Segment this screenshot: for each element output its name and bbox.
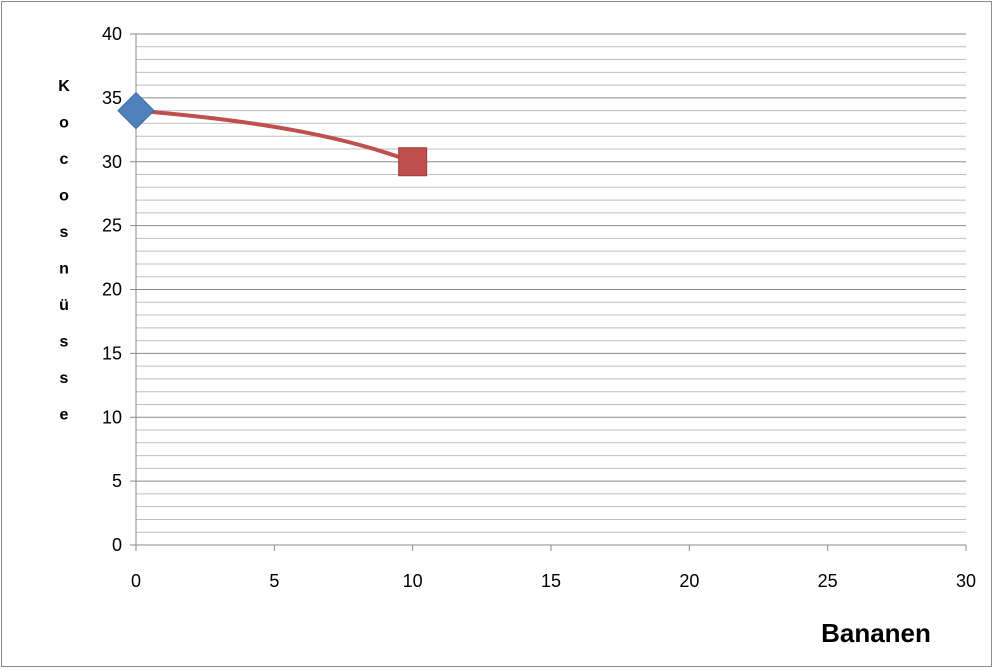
axes-layer — [135, 34, 966, 551]
y-tick-label: 20 — [102, 280, 122, 300]
grid-layer — [136, 33, 966, 533]
y-tick-label: 15 — [102, 343, 122, 363]
y-tick-label: 0 — [112, 535, 122, 555]
y-axis-label: Ko c o s n ü s s e — [58, 78, 70, 424]
y-tick-label: 30 — [102, 152, 122, 172]
y-axis-label-char: o — [59, 188, 69, 205]
x-tick-label: 15 — [541, 571, 561, 591]
x-tick-label: 5 — [269, 571, 279, 591]
x-tick-label: 0 — [131, 571, 141, 591]
y-axis-label-char: s — [60, 334, 69, 351]
y-tick-label: 10 — [102, 407, 122, 427]
x-tick-label: 10 — [403, 571, 423, 591]
y-axis-label-char: c — [60, 151, 69, 168]
y-tick-label: 25 — [102, 216, 122, 236]
series-layer — [117, 91, 428, 177]
series-line — [135, 108, 414, 164]
data-point-diamond — [117, 91, 155, 130]
x-axis-label: Bananen — [821, 618, 931, 648]
y-axis-label-char: n — [59, 261, 69, 278]
y-axis-label-char: e — [60, 407, 69, 424]
x-tick-label: 20 — [679, 571, 699, 591]
y-axis-label-char: K — [58, 78, 70, 95]
y-axis-label-char: o — [59, 115, 69, 132]
y-axis-label-char: ü — [59, 297, 69, 314]
y-axis-label-char: s — [60, 370, 69, 387]
ticks-layer: 0 5 10 15 20 25 30 35 40 0 5 10 15 20 25 30 — [102, 24, 976, 591]
x-tick-label: 25 — [818, 571, 838, 591]
y-axis-label-char: s — [60, 224, 69, 241]
y-tick-label: 35 — [102, 88, 122, 108]
x-tick-label: 30 — [956, 571, 976, 591]
y-tick-label: 5 — [112, 471, 122, 491]
data-point-square — [398, 147, 428, 177]
y-tick-label: 40 — [102, 24, 122, 44]
